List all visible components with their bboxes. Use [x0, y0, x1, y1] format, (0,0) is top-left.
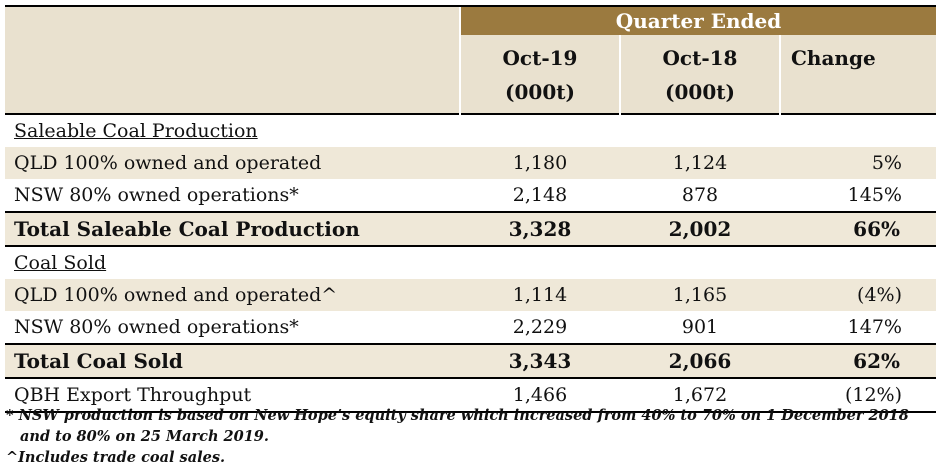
header-oct18-unit: (000t)	[665, 80, 735, 104]
header-blank-cell	[5, 5, 460, 35]
header-oct18-label: Oct-18	[662, 46, 738, 70]
total-row-coal-sold: Total Coal Sold 3,343 2,066 62%	[5, 343, 936, 379]
coal-production-table: Quarter Ended Oct-19 (000t) Oct-18 (000t…	[5, 5, 936, 413]
row-value-oct18: 2,002	[620, 211, 780, 247]
table-row: QLD 100% owned and operated^ 1,114 1,165…	[5, 279, 936, 311]
row-value-oct19: 1,180	[460, 147, 620, 179]
row-change: (12%)	[780, 378, 936, 413]
row-value-oct18: 1,124	[620, 147, 780, 179]
section-row-coal-sold: Coal Sold	[5, 246, 936, 279]
row-change: 5%	[780, 147, 936, 179]
header-label-cell	[5, 35, 461, 114]
row-change: 147%	[780, 311, 936, 344]
footnote-nsw-equity: * NSW production is based on New Hope’s …	[6, 407, 909, 445]
table-row: NSW 80% owned operations* 2,229 901 147%	[5, 311, 936, 344]
header-oct19-label: Oct-19	[502, 46, 578, 70]
row-label: QBH Export Throughput	[5, 378, 460, 413]
row-value-oct18: 1,165	[620, 279, 780, 311]
row-label: Saleable Coal Production	[5, 113, 460, 147]
row-value-oct18: 2,066	[620, 343, 780, 379]
row-label: Total Coal Sold	[5, 343, 460, 379]
table-row: NSW 80% owned operations* 2,148 878 145%	[5, 179, 936, 212]
row-change: (4%)	[780, 279, 936, 311]
row-value-oct18: 901	[620, 311, 780, 344]
footnote-trade-coal: ^Includes trade coal sales.	[6, 449, 226, 466]
row-label: Coal Sold	[5, 246, 460, 279]
row-label: QLD 100% owned and operated	[5, 147, 460, 179]
row-change: 145%	[780, 179, 936, 212]
table-row: QLD 100% owned and operated 1,180 1,124 …	[5, 147, 936, 179]
header-oct19-unit: (000t)	[505, 80, 575, 104]
row-value-oct19: 2,229	[460, 311, 620, 344]
section-row-saleable: Saleable Coal Production	[5, 113, 936, 147]
header-col-oct19: Oct-19 (000t)	[460, 35, 621, 114]
row-label: NSW 80% owned operations*	[5, 179, 460, 212]
table-row: QBH Export Throughput 1,466 1,672 (12%)	[5, 378, 936, 413]
row-value-oct18: 878	[620, 179, 780, 212]
total-row-saleable: Total Saleable Coal Production 3,328 2,0…	[5, 211, 936, 247]
row-change: 66%	[780, 211, 936, 247]
row-change: 62%	[780, 343, 936, 379]
row-value-oct19: 3,343	[460, 343, 620, 379]
header-band-row: Quarter Ended	[5, 5, 936, 35]
row-label: NSW 80% owned operations*	[5, 311, 460, 344]
row-value-oct19: 1,114	[460, 279, 620, 311]
header-col-oct18: Oct-18 (000t)	[620, 35, 781, 114]
header-columns-row: Oct-19 (000t) Oct-18 (000t) Change	[5, 35, 936, 114]
header-col-change: Change	[780, 35, 936, 114]
footnotes: * NSW production is based on New Hope’s …	[6, 405, 941, 468]
row-label: QLD 100% owned and operated^	[5, 279, 460, 311]
row-value-oct19: 3,328	[460, 211, 620, 247]
quarter-ended-header: Quarter Ended	[459, 5, 936, 35]
row-label: Total Saleable Coal Production	[5, 211, 460, 247]
row-value-oct18: 1,672	[620, 378, 780, 413]
row-value-oct19: 2,148	[460, 179, 620, 212]
row-value-oct19: 1,466	[460, 378, 620, 413]
